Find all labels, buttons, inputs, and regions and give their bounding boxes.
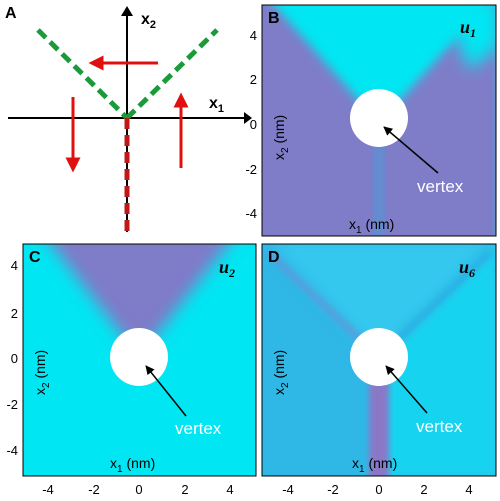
panel-b-cyan-wedge [283, 5, 479, 118]
panel-a-domain-wall-left [36, 28, 129, 120]
panel-b-ytick-neg2: -2 [245, 162, 257, 177]
panel-b-y-ticks: 4 2 0 -2 -4 [245, 28, 257, 221]
panel-b: vertex B u1 x1 (nm) x2 (nm) 4 2 0 -2 -4 [245, 4, 497, 237]
panel-c-x-ticks: -4 -2 0 2 4 [42, 482, 233, 497]
panel-c-ytick-neg4: -4 [6, 443, 18, 458]
panel-c-xtick-0: 0 [135, 482, 142, 497]
panel-d-xtick-4: 4 [465, 482, 472, 497]
panel-b-ytick-neg4: -4 [245, 206, 257, 221]
panel-a-letter: A [5, 5, 17, 22]
panel-b-xlabel: x1 (nm) [349, 216, 394, 236]
panel-b-letter: B [268, 10, 280, 27]
panel-c-ytick-2: 2 [11, 306, 18, 321]
panel-b-border [261, 4, 497, 237]
panel-c-ylabel: x2 (nm) [32, 350, 52, 395]
panel-c: vertex C u2 x1 (nm) x2 (nm) 4 2 0 -2 -4 … [6, 243, 257, 497]
panel-b-dislocation-trace [373, 118, 385, 236]
panel-d-xtick-0: 0 [375, 482, 382, 497]
panel-c-y-ticks: 4 2 0 -2 -4 [6, 258, 18, 458]
panel-b-cyan-right-band [442, 5, 496, 70]
panel-c-xtick-4: 4 [226, 482, 233, 497]
panel-a: A x2 x1 [5, 5, 252, 232]
panel-b-ytick-4: 4 [250, 28, 257, 43]
panel-c-vertex-label: vertex [175, 419, 222, 438]
panel-d-border [261, 243, 497, 477]
panel-c-xtick-neg4: -4 [42, 482, 54, 497]
panel-d-x-ticks: -4 -2 0 2 4 [282, 482, 472, 497]
panel-b-ytick-0: 0 [250, 117, 257, 132]
panel-c-vertex-hole [110, 328, 168, 386]
panel-b-vertex-hole [350, 89, 408, 147]
panel-d-ylabel: x2 (nm) [271, 350, 291, 395]
panel-b-ytick-2: 2 [250, 72, 257, 87]
panel-d-xtick-2: 2 [420, 482, 427, 497]
panel-d-field-label: u6 [459, 257, 475, 280]
panel-d-vertex-hole [350, 328, 408, 386]
panel-c-purple-core [79, 244, 201, 330]
panel-d-cyan-right [380, 244, 496, 476]
panel-b-field-label: u1 [460, 17, 476, 40]
panel-a-x-axis-arrowhead [244, 112, 252, 124]
panel-c-xlabel: x1 (nm) [110, 455, 155, 475]
panel-d-vertex-arrow [385, 365, 428, 414]
panel-c-letter: C [29, 249, 41, 266]
panel-b-vertex-label: vertex [417, 177, 464, 196]
panel-b-ylabel: x2 (nm) [271, 115, 291, 160]
panel-c-field-label: u2 [219, 257, 235, 280]
panel-d-dislocation-trace [369, 357, 389, 476]
panel-d: vertex D u6 x1 (nm) x2 (nm) -4 -2 0 2 4 [261, 243, 497, 497]
panel-d-xlabel: x1 (nm) [352, 455, 397, 475]
panel-c-xtick-2: 2 [181, 482, 188, 497]
panel-c-xtick-neg2: -2 [88, 482, 100, 497]
panel-c-ytick-neg2: -2 [6, 397, 18, 412]
panel-d-top-wedge [271, 244, 492, 357]
panel-a-y-axis-arrowhead [121, 6, 133, 16]
panel-c-ytick-0: 0 [11, 351, 18, 366]
panel-a-y-axis-label: x2 [141, 11, 156, 31]
panel-d-xtick-neg2: -2 [327, 482, 339, 497]
panel-c-ytick-4: 4 [11, 258, 18, 273]
panel-a-x-axis-label: x1 [209, 95, 224, 115]
panel-c-border [22, 243, 257, 477]
panel-c-vertex-arrow [145, 365, 187, 417]
panel-b-vertex-arrow [383, 126, 439, 174]
panel-d-vertex-label: vertex [416, 417, 463, 436]
panel-d-letter: D [268, 249, 280, 266]
panel-a-domain-wall-right [125, 28, 219, 120]
panel-d-xtick-neg4: -4 [282, 482, 294, 497]
